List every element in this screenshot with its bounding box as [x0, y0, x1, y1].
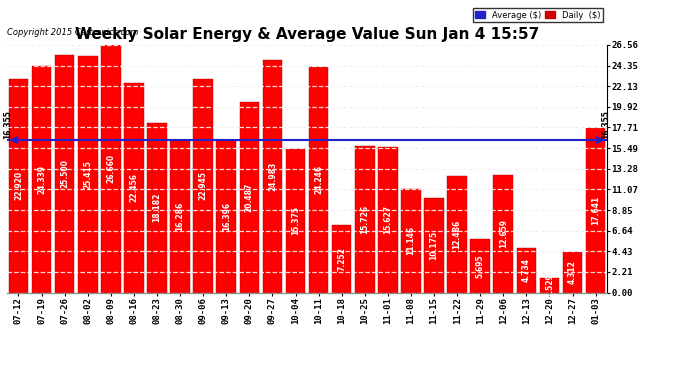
Bar	[332, 225, 351, 292]
Text: 22.920: 22.920	[14, 171, 23, 200]
Text: 24.339: 24.339	[37, 165, 46, 194]
Bar	[378, 147, 397, 292]
Text: 26.660: 26.660	[106, 154, 115, 183]
Text: 12.486: 12.486	[453, 220, 462, 249]
Text: 16.286: 16.286	[175, 202, 184, 231]
Text: 16.396: 16.396	[221, 201, 230, 231]
Text: 12.659: 12.659	[499, 219, 508, 248]
Text: 4.734: 4.734	[522, 258, 531, 282]
Text: 25.415: 25.415	[83, 160, 92, 189]
Bar	[170, 141, 190, 292]
Bar	[586, 128, 605, 292]
Bar	[263, 60, 282, 292]
Bar	[286, 149, 305, 292]
Bar	[401, 189, 421, 292]
Text: 7.252: 7.252	[337, 247, 346, 271]
Text: 15.726: 15.726	[360, 205, 369, 234]
Bar	[540, 278, 560, 292]
Bar	[9, 79, 28, 292]
Text: 10.175: 10.175	[430, 231, 439, 260]
Text: 5.695: 5.695	[475, 254, 484, 278]
Title: Weekly Solar Energy & Average Value Sun Jan 4 15:57: Weekly Solar Energy & Average Value Sun …	[75, 27, 539, 42]
Bar	[55, 55, 75, 292]
Text: 15.375: 15.375	[291, 206, 300, 236]
Bar	[217, 140, 236, 292]
Text: 25.500: 25.500	[60, 159, 69, 188]
Text: 11.146: 11.146	[406, 226, 415, 255]
Text: 1.529: 1.529	[545, 273, 554, 297]
Text: 24.246: 24.246	[314, 165, 323, 194]
Bar	[239, 102, 259, 292]
Text: 16.355: 16.355	[3, 110, 12, 139]
Bar	[447, 176, 467, 292]
Bar	[147, 123, 167, 292]
Bar	[517, 248, 536, 292]
Bar	[424, 198, 444, 292]
Bar	[493, 174, 513, 292]
Bar	[124, 83, 144, 292]
Bar	[193, 79, 213, 292]
Text: Copyright 2015 Cartronics.com: Copyright 2015 Cartronics.com	[7, 28, 138, 37]
Text: 17.641: 17.641	[591, 196, 600, 225]
Text: 15.627: 15.627	[384, 205, 393, 234]
Bar	[471, 239, 490, 292]
Bar	[78, 56, 97, 292]
Text: 24.983: 24.983	[268, 162, 277, 191]
Text: 22.456: 22.456	[130, 173, 139, 202]
Text: 16.355: 16.355	[602, 110, 611, 139]
Bar	[309, 67, 328, 292]
Text: 18.182: 18.182	[152, 193, 161, 222]
Bar	[355, 146, 375, 292]
Bar	[32, 66, 51, 292]
Bar	[563, 252, 582, 292]
Text: 22.945: 22.945	[199, 171, 208, 200]
Text: 20.487: 20.487	[245, 182, 254, 212]
Text: 4.312: 4.312	[568, 261, 577, 284]
Legend: Average ($), Daily  ($): Average ($), Daily ($)	[473, 8, 603, 22]
Bar	[101, 44, 121, 292]
